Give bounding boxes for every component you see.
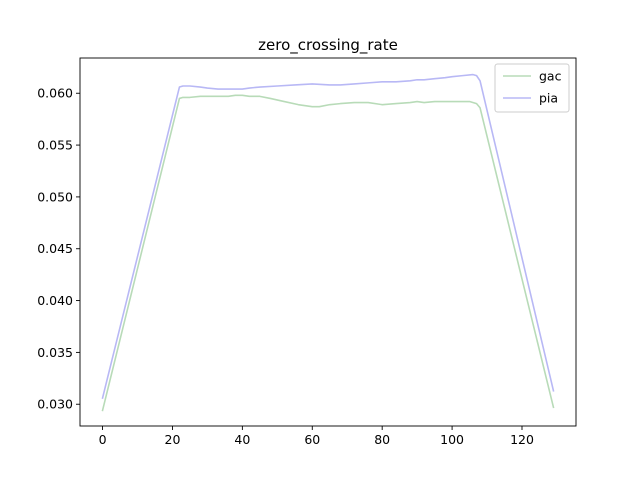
chart-title: zero_crossing_rate [258,36,398,55]
y-tick-label: 0.060 [37,86,73,101]
y-tick-label: 0.045 [37,241,73,256]
series-line-pia [101,73,555,399]
legend-label-gac: gac [539,69,562,84]
y-tick-label: 0.040 [37,293,73,308]
x-tick-label: 40 [234,432,250,447]
x-tick-label: 120 [510,432,534,447]
y-tick-label: 0.055 [37,138,73,153]
x-tick-label: 80 [374,432,390,447]
x-tick-label: 60 [304,432,320,447]
legend: gac pia [494,63,570,113]
x-tick-label: 100 [440,432,464,447]
plot-area: 0 20 40 60 80 100 120 0.030 0.035 0.040 0.045 0.050… [37,57,577,447]
legend-label-pia: pia [539,91,558,106]
axes-frame [79,57,577,427]
x-tick-label: 0 [99,432,107,447]
y-tick-label: 0.050 [37,189,73,204]
y-tick-label: 0.030 [37,397,73,412]
series-line-gac [101,94,555,412]
y-tick-label: 0.035 [37,345,73,360]
x-tick-label: 20 [165,432,181,447]
